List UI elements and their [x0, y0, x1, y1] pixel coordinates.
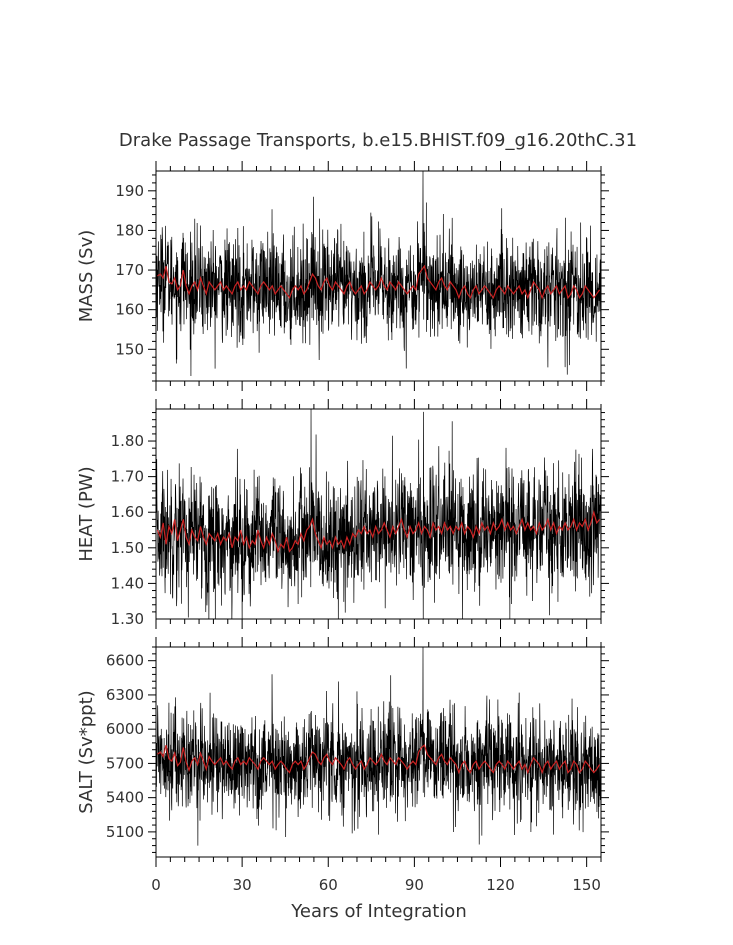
mass-y-tick-label: 160: [115, 301, 144, 319]
heat-monthly-line: [156, 409, 601, 619]
salt-annual-mean-line: [157, 744, 601, 775]
salt-panel: 5100 5400 5700 6000 6300 6600 SALT (Sv*ppt) 0 30…: [76, 637, 609, 894]
heat-y-tick-label: 1.30: [111, 610, 144, 628]
mass-monthly-line: [156, 171, 601, 377]
salt-y-tick-label: 6600: [106, 652, 144, 670]
x-tick-label: 0: [151, 876, 161, 894]
mass-annual-mean-line: [157, 264, 601, 300]
mass-plot-frame: [155, 170, 602, 382]
heat-y-tick-label: 1.50: [111, 539, 144, 557]
salt-plot-frame: [155, 646, 602, 858]
heat-y-tick-label: 1.40: [111, 574, 144, 592]
mass-y-tick-label: 190: [115, 182, 144, 200]
x-tick-label: 90: [405, 876, 424, 894]
heat-y-axis-label: HEAT (PW): [76, 466, 97, 561]
mass-y-axis-label: MASS (Sv): [76, 230, 97, 323]
heat-y-tick-label: 1.70: [111, 468, 144, 486]
heat-panel: 1.30 1.40 1.50 1.60 1.70 1.80 HEAT (PW): [76, 399, 609, 629]
salt-y-axis-label: SALT (Sv*ppt): [76, 690, 97, 813]
mass-panel: 150 160 170 180 190 MASS (Sv): [76, 161, 609, 391]
x-tick-label: 120: [486, 876, 515, 894]
mass-y-tick-label: 180: [115, 221, 144, 239]
heat-y-tick-label: 1.60: [111, 503, 144, 521]
salt-monthly-line: [156, 647, 601, 846]
salt-y-tick-label: 5100: [106, 823, 144, 841]
x-tick-label: 150: [572, 876, 601, 894]
x-tick-label: 30: [233, 876, 252, 894]
mass-y-tick-label: 170: [115, 261, 144, 279]
salt-y-tick-label: 5700: [106, 754, 144, 772]
x-axis-label: Years of Integration: [290, 901, 466, 922]
salt-y-tick-label: 5400: [106, 789, 144, 807]
salt-y-tick-label: 6000: [106, 720, 144, 738]
mass-y-tick-label: 150: [115, 340, 144, 358]
chart-title: Drake Passage Transports, b.e15.BHIST.f0…: [119, 130, 637, 151]
heat-annual-mean-line: [156, 509, 601, 554]
x-tick-label: 60: [319, 876, 338, 894]
salt-y-tick-label: 6300: [106, 686, 144, 704]
heat-y-tick-label: 1.80: [111, 432, 144, 450]
heat-plot-frame: [155, 408, 602, 620]
